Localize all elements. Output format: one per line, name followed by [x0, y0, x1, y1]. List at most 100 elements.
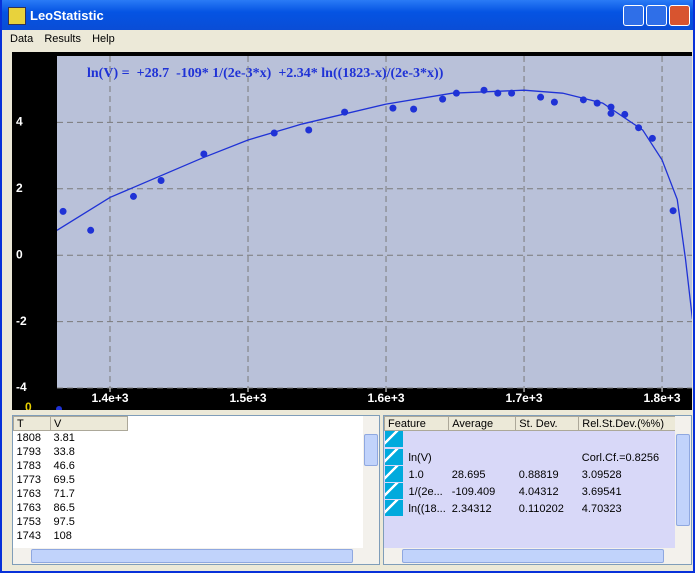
table-row: 1/(2e... -109.409 4.04312 3.69541 — [384, 483, 686, 500]
column-header: Feature — [384, 416, 450, 431]
data-point — [59, 207, 67, 215]
plot-group — [57, 86, 692, 320]
data-pane: T V 1808 3.81 1793 33.8 1783 46.6 1773 69.5 1763 71… — [12, 415, 380, 565]
close-button[interactable] — [669, 5, 690, 26]
table-cell: 1793 — [16, 446, 41, 458]
table-cell: 3.69541 — [581, 485, 622, 498]
table-row: 1783 46.6 — [14, 459, 128, 473]
table-cell: 28.695 — [451, 468, 486, 481]
menu-bar: Data Results Help — [2, 30, 115, 48]
data-point — [389, 104, 397, 112]
table-cell: 1763 — [16, 488, 41, 500]
column-header: V — [50, 416, 128, 431]
plot-area — [57, 56, 692, 388]
table-cell: 1763 — [16, 502, 41, 514]
chart: ln(V) = +28.7 -109* 1/(2e-3*x) +2.34* ln… — [12, 52, 692, 410]
y-tick-label: -4 — [16, 380, 27, 394]
chart-title: ln(V) = +28.7 -109* 1/(2e-3*x) +2.34* ln… — [87, 66, 444, 81]
table-cell: ln(V) — [384, 449, 449, 466]
table-cell: 4.04312 — [518, 485, 559, 498]
results-table: Feature Average St. Dev. Rel.St.Dev.(%%) ln(… — [384, 416, 687, 517]
x-tick-label: 1.8e+3 — [644, 391, 681, 405]
table-cell — [384, 430, 449, 449]
table-cell: 108 — [53, 530, 72, 542]
table-cell: 46.6 — [53, 460, 75, 472]
x-tick-label: 1.5e+3 — [229, 391, 266, 405]
column-header: Average — [448, 416, 517, 431]
minimize-button[interactable] — [623, 5, 644, 26]
table-row: 1753 97.5 — [14, 515, 128, 529]
table-row: 1763 86.5 — [14, 501, 128, 515]
table-cell: 97.5 — [53, 516, 75, 528]
column-header: St. Dev. — [515, 416, 580, 431]
data-point — [648, 134, 656, 142]
table-row — [384, 430, 686, 449]
y-tick-label: -2 — [16, 314, 27, 328]
table-cell: 3.09528 — [581, 468, 622, 481]
horizontal-scrollbar[interactable] — [384, 548, 691, 564]
x-tick-label: 1.6e+3 — [368, 391, 405, 405]
table-row: 1773 69.5 — [14, 473, 128, 487]
table-row: ln(V) Corl.Cf.=0.8256 — [384, 449, 686, 466]
table-cell: 69.5 — [53, 474, 75, 486]
table-cell: 1743 — [16, 530, 41, 542]
menu-item[interactable]: Data — [10, 33, 34, 45]
app-icon — [8, 7, 26, 25]
marker-dot — [56, 406, 62, 410]
table-cell: 1.0 — [384, 466, 449, 483]
data-point — [439, 95, 447, 103]
y-tick-label: 0 — [16, 247, 23, 261]
data-point — [200, 150, 208, 158]
table-cell: ln((18... — [384, 500, 449, 517]
table-row: 1743 108 — [14, 529, 128, 543]
column-header: Rel.St.Dev.(%%) — [578, 416, 687, 431]
table-row: 1793 33.8 — [14, 445, 128, 459]
y-tick-label: 2 — [16, 181, 23, 195]
maximize-button[interactable] — [646, 5, 667, 26]
table-row: 1763 71.7 — [14, 487, 128, 501]
y-tick-label: 4 — [16, 115, 23, 129]
table-cell: 1753 — [16, 516, 41, 528]
x-tick-label: 1.4e+3 — [91, 391, 128, 405]
horizontal-scrollbar[interactable] — [13, 548, 379, 564]
data-table: T V 1808 3.81 1793 33.8 1783 46.6 1773 69.5 1763 71… — [13, 416, 128, 543]
data-point — [129, 192, 137, 200]
table-cell: 0.88819 — [518, 468, 559, 481]
table-cell: 1808 — [16, 432, 41, 444]
vertical-scrollbar[interactable] — [675, 416, 691, 548]
fit-line — [57, 89, 692, 320]
table-cell: 33.8 — [53, 446, 75, 458]
data-point — [157, 177, 165, 184]
table-cell: 86.5 — [53, 502, 75, 514]
table-cell: 4.70323 — [581, 502, 622, 515]
window-title: LeoStatistic — [30, 8, 104, 23]
data-point — [537, 93, 545, 101]
data-point — [669, 207, 677, 215]
marker-label: 0 — [25, 400, 32, 410]
vertical-scrollbar[interactable] — [363, 416, 379, 548]
table-cell: -109.409 — [451, 485, 496, 498]
table-row: 1808 3.81 — [14, 431, 128, 446]
data-point — [87, 226, 95, 234]
data-point — [607, 109, 615, 117]
table-cell — [516, 449, 579, 466]
results-pane: Feature Average St. Dev. Rel.St.Dev.(%%) ln(… — [383, 415, 692, 565]
data-point — [480, 86, 488, 94]
data-point — [305, 126, 313, 134]
table-row: ln((18... 2.34312 0.110202 4.70323 — [384, 500, 686, 517]
data-point — [607, 103, 615, 111]
table-cell: 0.110202 — [518, 502, 564, 515]
menu-item[interactable]: Help — [92, 33, 115, 45]
title-bar: LeoStatistic — [2, 0, 693, 30]
menu-item[interactable]: Results — [44, 33, 81, 45]
x-tick-label: 1.7e+3 — [506, 391, 543, 405]
table-cell — [449, 449, 516, 466]
table-cell: 2.34312 — [451, 502, 492, 515]
table-cell: 3.81 — [53, 432, 75, 444]
data-point — [410, 105, 418, 113]
table-cell: 71.7 — [53, 488, 75, 500]
header-row: Feature Average St. Dev. Rel.St.Dev.(%%) — [384, 416, 687, 431]
